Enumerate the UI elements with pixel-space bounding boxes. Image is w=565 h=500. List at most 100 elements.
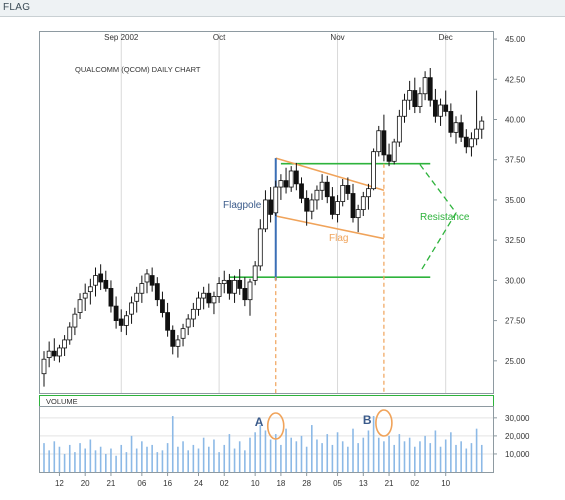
candle-body-up — [62, 339, 67, 349]
candle-body-down — [108, 288, 114, 307]
candle-body-up — [376, 130, 382, 153]
candle-body-up — [175, 339, 181, 347]
candle-body-up — [139, 283, 145, 294]
candle-body-down — [154, 283, 160, 301]
candle-body-up — [134, 292, 140, 302]
x-tick-label: 02 — [220, 479, 229, 488]
candle — [268, 187, 274, 223]
candle-body-up — [87, 286, 93, 293]
candle-body-down — [324, 181, 330, 198]
candle-body-up — [479, 120, 485, 130]
candle — [57, 344, 62, 363]
month-label: Dec — [439, 33, 453, 42]
volume-y-tick-label: 30,000 — [505, 414, 530, 423]
candle — [134, 286, 140, 313]
candle-body-up — [438, 104, 443, 117]
date-x-axis: 12 20 21 06 16 24 02 10 18 28 05 13 21 02 10 — [55, 472, 451, 488]
candle-body-up — [278, 180, 284, 188]
price-y-tick-label: 30.00 — [505, 276, 526, 285]
candle — [242, 277, 248, 307]
candle-body-down — [237, 279, 243, 289]
candlestick-series — [41, 68, 485, 387]
price-y-tick-label: 37.50 — [505, 156, 526, 165]
x-tick-label: 13 — [359, 479, 368, 488]
candle-body-up — [366, 188, 371, 198]
candle — [41, 351, 47, 387]
candle-body-up — [82, 292, 88, 299]
candle — [154, 277, 160, 307]
candle-body-down — [329, 196, 335, 215]
candle-body-up — [72, 313, 78, 328]
candle-body-down — [458, 122, 464, 138]
candle — [288, 166, 294, 192]
candle-body-down — [293, 170, 299, 185]
candle-body-up — [196, 297, 201, 310]
candle — [124, 310, 129, 336]
candle — [329, 187, 335, 220]
candle — [283, 167, 289, 194]
x-tick-label: 16 — [163, 479, 172, 488]
volume-marker-b-label: B — [363, 413, 372, 427]
candle-body-down — [118, 318, 124, 326]
candle — [77, 293, 83, 319]
price-y-axis: 25.00 27.50 30.00 32.50 35.00 37.50 40.00 42.50… — [493, 35, 526, 366]
candle — [139, 275, 145, 303]
candle — [87, 278, 93, 305]
x-tick-label: 12 — [55, 479, 64, 488]
price-y-tick-label: 27.50 — [505, 317, 526, 326]
candle — [46, 341, 52, 368]
volume-y-axis: 10,000 20,000 30,000 — [493, 414, 530, 459]
price-y-tick-label: 35.00 — [505, 196, 526, 205]
candle — [190, 302, 196, 328]
candle-body-up — [469, 138, 474, 148]
candle — [165, 302, 171, 337]
candle — [82, 283, 88, 311]
candle — [51, 338, 57, 361]
x-tick-label: 02 — [410, 479, 419, 488]
volume-plot-frame — [39, 406, 494, 473]
candle — [479, 116, 485, 139]
candle — [237, 269, 243, 295]
candle — [72, 307, 78, 336]
candle — [335, 195, 340, 223]
candle-body-up — [57, 347, 62, 357]
candle — [93, 267, 98, 297]
candle — [350, 183, 356, 223]
candle — [170, 325, 176, 355]
x-tick-label: 10 — [441, 479, 450, 488]
x-tick-label: 20 — [81, 479, 90, 488]
price-y-tick-label: 40.00 — [505, 115, 526, 124]
candle — [67, 322, 73, 345]
x-tick-label: 18 — [276, 479, 285, 488]
candle-body-down — [443, 104, 449, 112]
candle-body-down — [386, 154, 392, 162]
candle — [206, 283, 212, 308]
candle — [252, 261, 258, 286]
candle-body-up — [257, 228, 263, 267]
candle-body-down — [299, 183, 304, 199]
candle-body-down — [432, 99, 438, 117]
candle — [175, 335, 181, 358]
candle-body-up — [232, 279, 237, 294]
candle — [216, 277, 222, 303]
volume-marker-b-circle — [375, 409, 393, 437]
flag-label: Flag — [329, 233, 348, 244]
candle-body-down — [242, 288, 248, 301]
resistance-bracket — [419, 164, 457, 273]
candle-body-up — [314, 189, 320, 201]
candle — [211, 291, 217, 315]
candle-body-down — [149, 275, 155, 286]
candle — [407, 80, 413, 110]
candle — [417, 87, 423, 114]
candle-body-down — [283, 180, 289, 188]
candle — [263, 190, 268, 233]
candle-body-up — [93, 275, 98, 286]
candle-body-up — [453, 122, 459, 133]
volume-marker-a-circle — [266, 412, 285, 440]
candle-body-up — [371, 151, 377, 190]
candle — [103, 270, 109, 292]
candle — [129, 296, 134, 324]
candle-body-down — [170, 329, 176, 347]
candle-body-up — [247, 281, 253, 301]
candle-body-up — [211, 296, 217, 304]
